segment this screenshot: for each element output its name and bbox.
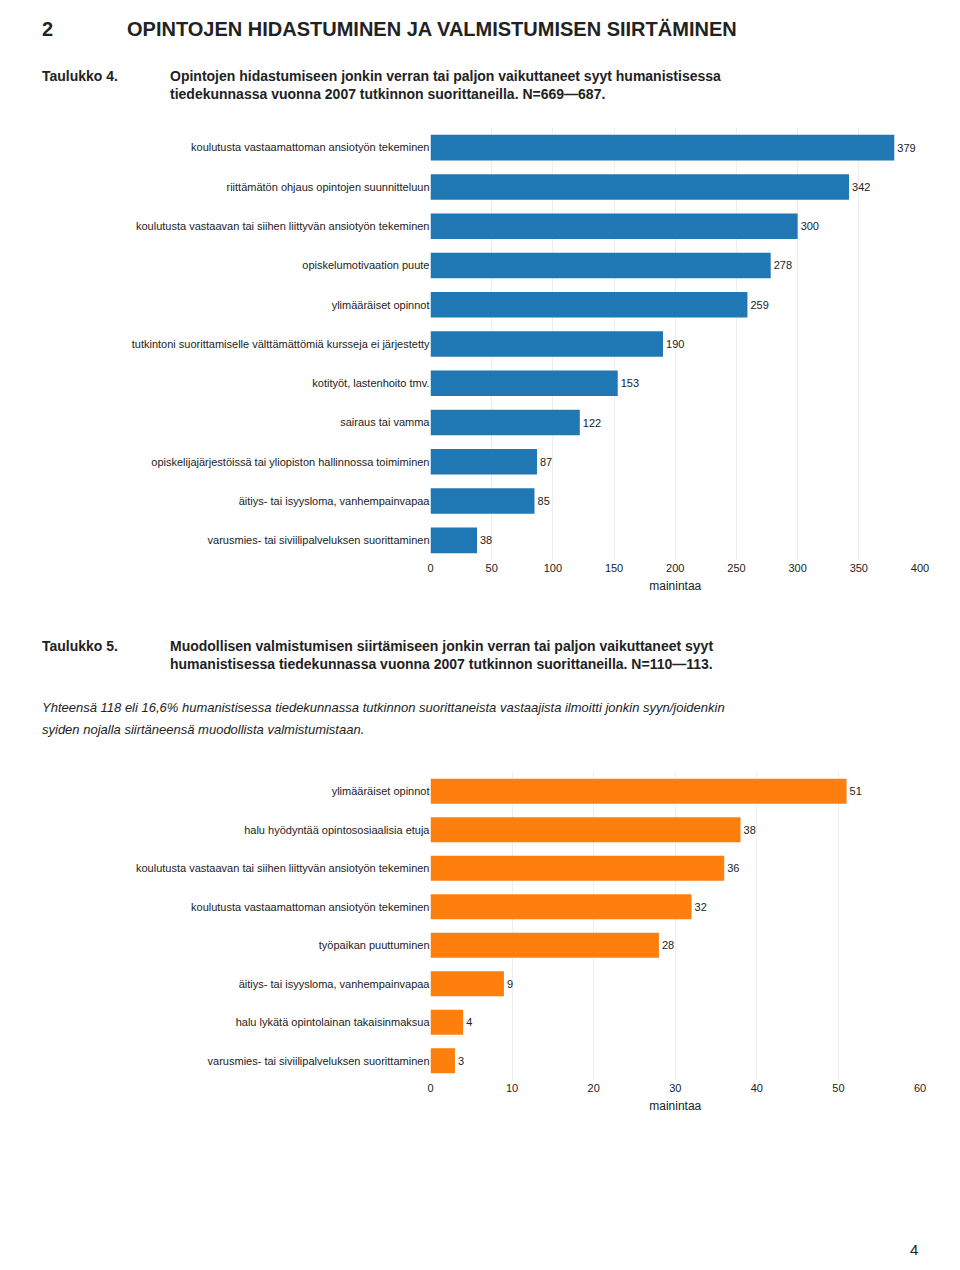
svg-text:varusmies- tai siviilipalveluk: varusmies- tai siviilipalveluksen suorit… <box>208 1055 430 1067</box>
svg-text:122: 122 <box>583 417 601 429</box>
svg-text:koulutusta vastaamattoman ansi: koulutusta vastaamattoman ansiotyön teke… <box>191 901 429 913</box>
svg-text:sairaus tai vamma: sairaus tai vamma <box>340 416 430 428</box>
svg-text:38: 38 <box>744 824 756 836</box>
svg-text:Taulukko 5.: Taulukko 5. <box>42 638 118 654</box>
svg-text:30: 30 <box>669 1082 681 1094</box>
svg-text:400: 400 <box>911 562 929 574</box>
svg-text:3: 3 <box>458 1055 464 1067</box>
svg-text:opiskelumotivaation puute: opiskelumotivaation puute <box>302 259 429 271</box>
svg-text:ylimääräiset opinnot: ylimääräiset opinnot <box>332 299 430 311</box>
svg-text:koulutusta vastaavan tai siihe: koulutusta vastaavan tai siihen liittyvä… <box>136 862 430 874</box>
svg-text:halu lykätä opintolainan takai: halu lykätä opintolainan takaisinmaksua <box>236 1016 431 1028</box>
svg-text:2: 2 <box>42 18 53 40</box>
svg-text:85: 85 <box>538 495 550 507</box>
svg-text:halu hyödyntää opintososiaalis: halu hyödyntää opintososiaalisia etuja <box>244 824 430 836</box>
svg-text:Opintojen hidastumiseen jonkin: Opintojen hidastumiseen jonkin verran ta… <box>170 68 721 102</box>
svg-text:342: 342 <box>852 181 870 193</box>
svg-text:153: 153 <box>621 377 639 389</box>
svg-text:379: 379 <box>897 142 915 154</box>
svg-text:syiden nojalla siirtäneensä mu: syiden nojalla siirtäneensä muodollista … <box>42 722 364 737</box>
svg-text:50: 50 <box>486 562 498 574</box>
svg-text:300: 300 <box>801 220 819 232</box>
svg-text:äitiys- tai isyysloma, vanhemp: äitiys- tai isyysloma, vanhempainvapaa <box>239 495 431 507</box>
svg-text:10: 10 <box>506 1082 518 1094</box>
svg-text:äitiys- tai isyysloma, vanhemp: äitiys- tai isyysloma, vanhempainvapaa <box>239 978 431 990</box>
svg-text:300: 300 <box>788 562 806 574</box>
svg-text:250: 250 <box>727 562 745 574</box>
svg-text:190: 190 <box>666 338 684 350</box>
svg-text:mainintaa: mainintaa <box>649 1099 701 1113</box>
svg-text:varusmies- tai siviilipalveluk: varusmies- tai siviilipalveluksen suorit… <box>208 534 430 546</box>
svg-text:kotityöt, lastenhoito tmv.: kotityöt, lastenhoito tmv. <box>312 377 429 389</box>
svg-text:259: 259 <box>750 299 768 311</box>
svg-text:tutkintoni suorittamiselle väl: tutkintoni suorittamiselle välttämättömi… <box>132 338 430 350</box>
svg-text:opiskelijajärjestöissä tai yli: opiskelijajärjestöissä tai yliopiston ha… <box>151 456 429 468</box>
svg-text:0: 0 <box>427 562 433 574</box>
svg-text:4: 4 <box>910 1241 918 1258</box>
svg-text:32: 32 <box>695 901 707 913</box>
svg-text:Yhteensä 118 eli 16,6% humanis: Yhteensä 118 eli 16,6% humanistisessa ti… <box>42 700 725 715</box>
svg-text:0: 0 <box>427 1082 433 1094</box>
svg-text:Taulukko 4.: Taulukko 4. <box>42 68 118 84</box>
svg-text:20: 20 <box>588 1082 600 1094</box>
svg-text:50: 50 <box>832 1082 844 1094</box>
svg-text:riittämätön ohjaus opintojen s: riittämätön ohjaus opintojen suunnittelu… <box>226 181 429 193</box>
svg-text:28: 28 <box>662 939 674 951</box>
svg-text:87: 87 <box>540 456 552 468</box>
svg-text:51: 51 <box>850 785 862 797</box>
svg-text:150: 150 <box>605 562 623 574</box>
svg-text:100: 100 <box>544 562 562 574</box>
svg-text:koulutusta vastaavan tai siihe: koulutusta vastaavan tai siihen liittyvä… <box>136 220 430 232</box>
svg-text:ylimääräiset opinnot: ylimääräiset opinnot <box>332 785 430 797</box>
svg-text:mainintaa: mainintaa <box>649 579 701 593</box>
svg-text:350: 350 <box>850 562 868 574</box>
svg-text:60: 60 <box>914 1082 926 1094</box>
svg-text:Muodollisen valmistumisen siir: Muodollisen valmistumisen siirtämiseen j… <box>170 638 713 672</box>
svg-text:40: 40 <box>751 1082 763 1094</box>
svg-text:OPINTOJEN HIDASTUMINEN JA VALM: OPINTOJEN HIDASTUMINEN JA VALMISTUMISEN … <box>127 18 737 40</box>
svg-text:36: 36 <box>727 862 739 874</box>
svg-text:200: 200 <box>666 562 684 574</box>
svg-text:työpaikan puuttuminen: työpaikan puuttuminen <box>319 939 430 951</box>
svg-text:koulutusta vastaamattoman ansi: koulutusta vastaamattoman ansiotyön teke… <box>191 141 429 153</box>
svg-text:38: 38 <box>480 534 492 546</box>
svg-text:9: 9 <box>507 978 513 990</box>
svg-text:278: 278 <box>774 259 792 271</box>
svg-text:4: 4 <box>466 1016 472 1028</box>
